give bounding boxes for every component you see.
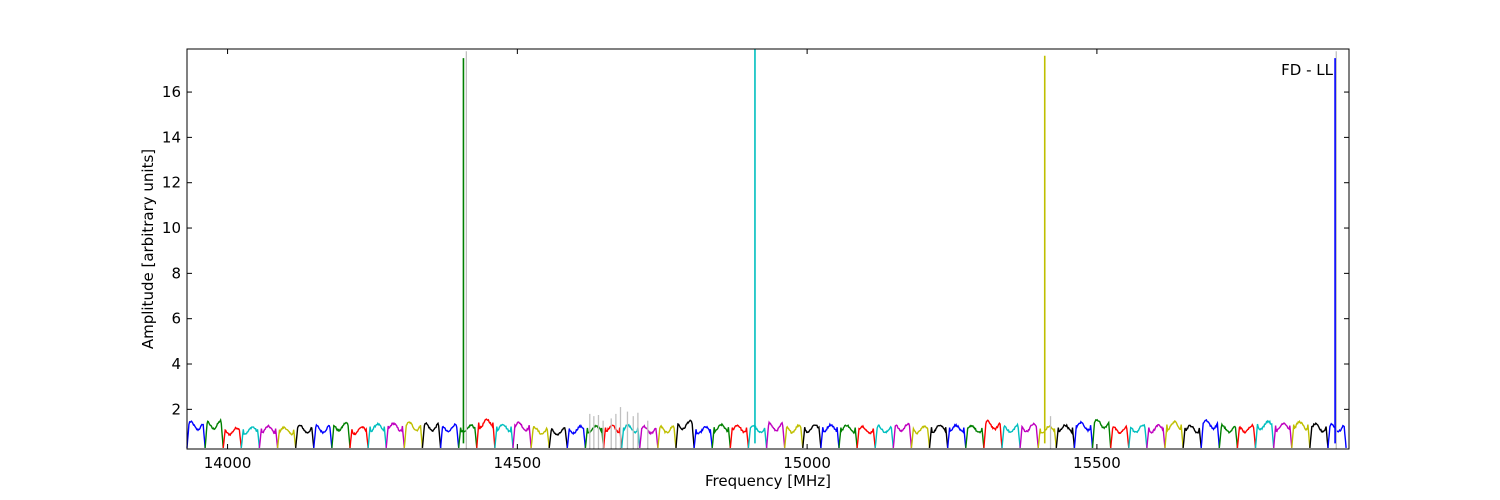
subband-curve	[621, 423, 641, 448]
subband-curve	[838, 424, 858, 448]
y-tick-label: 12	[162, 174, 181, 192]
subband-curve	[548, 427, 568, 448]
subband-curve	[1019, 422, 1039, 448]
x-tick-label: 14500	[493, 454, 541, 472]
subband-curve	[1055, 423, 1076, 448]
subband-curve	[784, 423, 804, 448]
spike-series	[462, 49, 1337, 449]
subband-curve	[222, 426, 242, 448]
subband-curve	[856, 424, 876, 448]
subband-curve	[1128, 423, 1148, 448]
subband-curve	[983, 419, 1003, 448]
subband-curve	[910, 425, 931, 448]
subband-curve	[639, 424, 659, 448]
subband-curve	[421, 421, 442, 448]
plot-frame	[186, 48, 1350, 450]
subband-curve	[1327, 422, 1347, 448]
subband-curve	[313, 423, 333, 448]
y-tick-label: 14	[162, 128, 181, 146]
subband-curve	[258, 424, 279, 448]
subband-curve	[1164, 420, 1184, 448]
subband-curve	[530, 426, 550, 448]
panel-annotation: FD - LL	[1281, 61, 1333, 79]
subband-curve	[403, 421, 424, 448]
subband-curve	[476, 418, 496, 448]
axis-ticks: 14000 14500 15000 15500 2 4 6 8 10 12 14 16	[162, 49, 1349, 472]
subband-curve	[1309, 422, 1329, 448]
subband-curve	[1291, 419, 1311, 448]
subband-curve	[965, 424, 985, 448]
y-tick-label: 16	[162, 83, 181, 101]
subband-curve	[675, 419, 695, 448]
subband-curve	[1146, 423, 1166, 448]
subband-curve	[802, 424, 822, 448]
subband-curve	[385, 421, 405, 448]
subband-curve	[1037, 424, 1057, 448]
subband-curve	[657, 424, 677, 448]
y-tick-label: 4	[171, 355, 181, 373]
subband-curve	[512, 421, 532, 448]
subband-curve	[295, 424, 315, 448]
subband-curve	[1001, 422, 1021, 448]
subband-curve	[747, 424, 768, 448]
subband-curve	[693, 425, 713, 448]
y-tick-label: 2	[171, 400, 181, 418]
subband-curve	[204, 417, 224, 448]
y-tick-label: 6	[171, 310, 181, 328]
subband-curve	[1091, 418, 1112, 448]
subband-curve	[276, 425, 297, 448]
subband-curve	[1182, 424, 1202, 448]
plot-area	[186, 417, 1347, 448]
subband-curve	[820, 422, 840, 448]
y-tick-label: 8	[171, 264, 181, 282]
subband-curve	[711, 422, 731, 448]
subband-curve	[186, 420, 206, 448]
subband-curve	[874, 424, 894, 448]
subband-curve	[765, 420, 786, 448]
subband-curve	[1110, 424, 1130, 448]
subband-curve	[494, 423, 514, 448]
subband-curve	[439, 422, 460, 448]
y-axis-label: Amplitude [arbitrary units]	[139, 149, 157, 349]
subband-curve	[331, 421, 351, 448]
subband-curve	[1073, 420, 1094, 448]
subband-curve	[584, 424, 605, 448]
subband-curve	[928, 424, 949, 448]
subband-curve	[602, 424, 623, 448]
x-tick-label: 15000	[783, 454, 831, 472]
subband-curve	[1200, 418, 1220, 448]
subband-curve	[1273, 422, 1293, 448]
subband-curve	[349, 426, 369, 448]
subband-curve	[240, 426, 261, 448]
x-axis-label: Frequency [MHz]	[705, 472, 831, 490]
x-tick-label: 15500	[1073, 454, 1121, 472]
subband-curve	[729, 424, 750, 448]
subband-curve	[458, 423, 478, 448]
subband-curve	[947, 422, 967, 448]
subband-curve	[367, 421, 387, 448]
x-tick-label: 14000	[204, 454, 252, 472]
subband-curve	[1254, 419, 1275, 448]
subband-curve	[566, 424, 587, 448]
y-tick-label: 10	[162, 219, 181, 237]
subband-curve	[1236, 423, 1257, 448]
subband-curve	[892, 422, 913, 448]
subband-curve	[1218, 422, 1239, 448]
